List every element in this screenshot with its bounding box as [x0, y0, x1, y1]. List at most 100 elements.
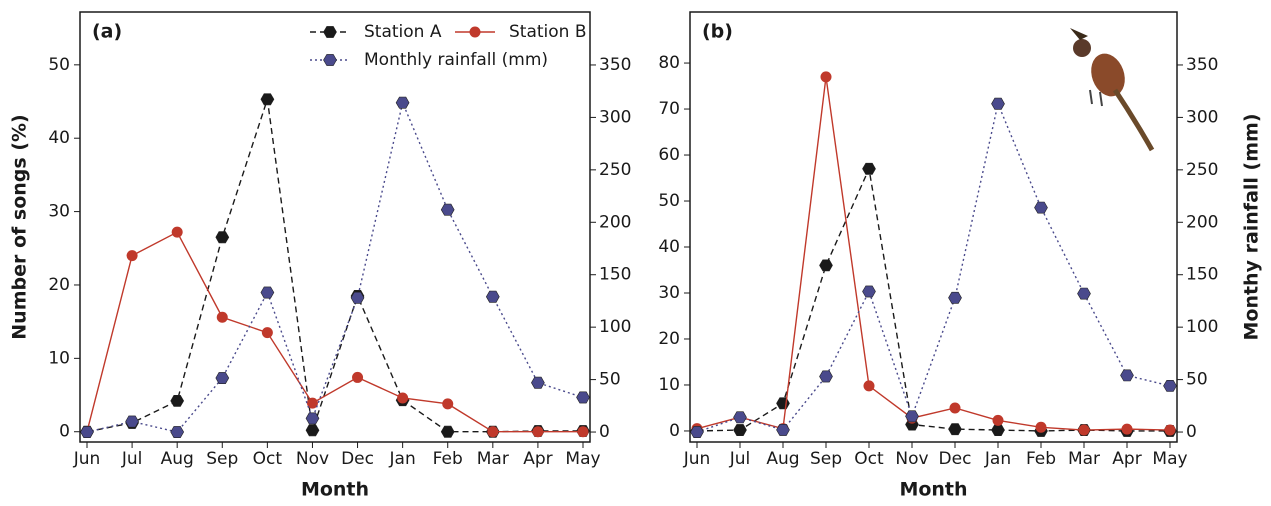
- y2-tick-label: 250: [1186, 160, 1218, 180]
- x-tick-label: Feb: [433, 449, 463, 469]
- series: [691, 71, 1176, 436]
- marker: [440, 203, 455, 216]
- marker: [469, 26, 481, 38]
- marker: [80, 426, 94, 439]
- series-line: [86, 100, 584, 433]
- x-tick-label: Mar: [1068, 449, 1100, 469]
- marker: [1035, 421, 1047, 433]
- y2-tick-label: 150: [1186, 265, 1218, 285]
- x-tick-label: Apr: [1112, 449, 1141, 469]
- series: [690, 162, 1177, 437]
- x-tick-label: Sep: [206, 449, 238, 469]
- marker: [991, 424, 1005, 437]
- marker: [733, 424, 747, 437]
- y-tick-label: 50: [48, 55, 70, 75]
- y2-tick-label: 0: [1186, 422, 1197, 442]
- y-tick-label: 60: [658, 145, 680, 165]
- series-line: [696, 166, 1170, 432]
- y2-tick-label: 300: [1186, 107, 1218, 127]
- y2-tick-label: 200: [1186, 212, 1218, 232]
- series-line: [696, 101, 1171, 433]
- x-tick-label: Mar: [477, 449, 509, 469]
- y2-tick-label: 300: [599, 107, 631, 127]
- x-tick-label: Jul: [121, 449, 143, 469]
- marker: [216, 311, 228, 323]
- marker: [260, 286, 275, 299]
- marker: [992, 414, 1004, 426]
- marker: [532, 426, 544, 438]
- x-tick-label: Jan: [389, 449, 416, 469]
- marker: [690, 426, 704, 439]
- marker: [1077, 287, 1091, 300]
- x-tick-label: Jul: [729, 449, 751, 469]
- marker: [905, 410, 919, 423]
- y-tick-label: 10: [48, 348, 70, 368]
- marker: [577, 426, 589, 438]
- marker: [733, 411, 747, 424]
- marker: [862, 162, 876, 175]
- y2-tick-label: 100: [599, 317, 631, 337]
- panel-label: (a): [92, 21, 122, 43]
- x-tick-label: Jan: [984, 449, 1011, 469]
- marker: [1120, 369, 1134, 382]
- marker: [397, 392, 409, 404]
- x-tick-label: Oct: [253, 449, 283, 469]
- x-tick-label: Aug: [766, 449, 799, 469]
- legend-label: Station B: [509, 22, 587, 42]
- y-tick-label: 70: [658, 99, 680, 119]
- marker: [352, 371, 364, 383]
- marker: [991, 97, 1005, 110]
- x-tick-label: Dec: [939, 449, 972, 469]
- plot-frame: [689, 11, 1178, 443]
- x-tick-label: Dec: [341, 449, 374, 469]
- legend-label: Station A: [364, 22, 442, 42]
- series: [81, 226, 589, 438]
- y-tick-label: 50: [658, 191, 680, 211]
- y2-tick-label: 100: [1186, 317, 1218, 337]
- x-tick-label: Jun: [73, 449, 101, 469]
- marker: [350, 291, 365, 304]
- series: [80, 93, 590, 438]
- y-tick-label: 40: [658, 237, 680, 257]
- y-tick-label: 0: [669, 421, 680, 441]
- marker: [949, 402, 961, 414]
- marker: [215, 231, 230, 244]
- panel-label: (b): [702, 21, 733, 43]
- marker: [171, 226, 183, 238]
- marker: [1078, 424, 1090, 436]
- marker: [442, 398, 454, 410]
- series: [80, 96, 590, 439]
- marker: [485, 290, 500, 303]
- y2-tick-label: 50: [599, 370, 621, 390]
- series-line: [86, 99, 583, 433]
- x-tick-label: Apr: [523, 449, 552, 469]
- y2-tick-label: 250: [599, 160, 631, 180]
- marker: [948, 423, 962, 436]
- y-tick-label: 80: [658, 53, 680, 73]
- marker: [820, 71, 832, 83]
- legend-label: Monthly rainfall (mm): [364, 50, 548, 70]
- marker: [306, 397, 318, 409]
- marker: [862, 285, 876, 298]
- y-tick-label: 10: [658, 375, 680, 395]
- plot-frame: [79, 11, 591, 443]
- y-axis-title: Number of songs (%): [9, 114, 31, 339]
- marker: [125, 415, 139, 428]
- bird-illustration: [1070, 28, 1155, 152]
- marker: [487, 426, 499, 438]
- marker: [261, 327, 273, 339]
- series-line: [696, 76, 1171, 431]
- y-tick-label: 30: [48, 202, 70, 222]
- marker: [323, 26, 337, 38]
- x-tick-label: Aug: [161, 449, 194, 469]
- series: [690, 97, 1177, 439]
- x-tick-label: Oct: [854, 449, 884, 469]
- marker: [323, 54, 337, 66]
- marker: [1164, 424, 1176, 436]
- marker: [1163, 379, 1177, 392]
- y2-tick-label: 350: [599, 55, 631, 75]
- x-axis-title: Month: [899, 479, 967, 501]
- marker: [1034, 201, 1048, 214]
- x-axis-title: Month: [301, 479, 369, 501]
- y-tick-label: 20: [658, 329, 680, 349]
